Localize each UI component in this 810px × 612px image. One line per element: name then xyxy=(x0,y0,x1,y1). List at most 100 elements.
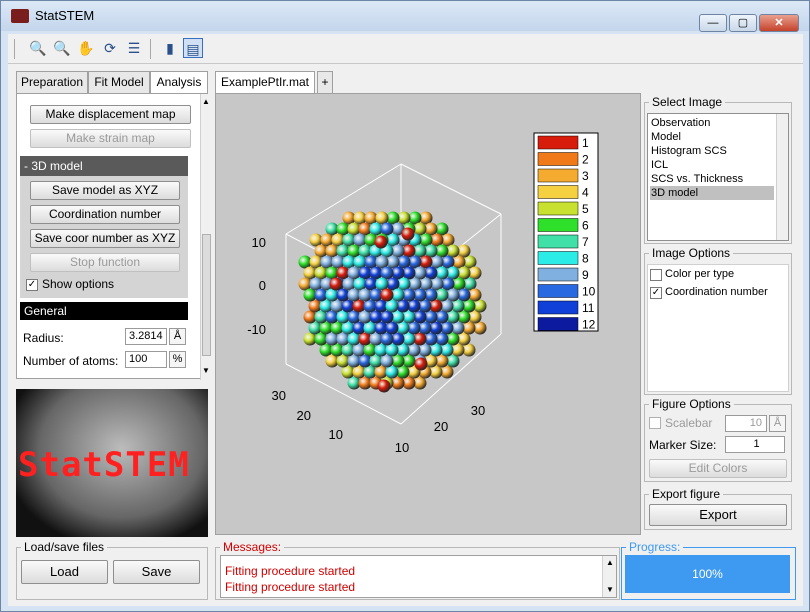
select-image-item[interactable]: ICL xyxy=(651,159,669,171)
analysis-scrollbar[interactable]: ▲ ▼ xyxy=(200,94,212,380)
number-of-atoms-input[interactable]: 100 xyxy=(125,351,167,368)
select-image-item[interactable]: 3D model xyxy=(650,186,774,200)
colorbar-label: 1 xyxy=(582,136,589,150)
figure-options-title: Figure Options xyxy=(649,397,734,411)
atom-marker xyxy=(375,277,389,291)
atom-marker xyxy=(303,288,317,302)
tab-analysis[interactable]: Analysis xyxy=(150,71,208,94)
atom-marker xyxy=(408,255,422,269)
3d-model-group-header[interactable]: - 3D model xyxy=(20,156,188,176)
maximize-button[interactable]: ▢ xyxy=(729,14,757,32)
atom-marker xyxy=(396,299,410,313)
atom-marker xyxy=(330,299,344,313)
atom-marker xyxy=(347,266,361,280)
add-tab-button[interactable]: + xyxy=(317,71,333,93)
make-strain-map-button[interactable]: Make strain map xyxy=(30,129,191,148)
scalebar-input[interactable]: 10 xyxy=(725,415,767,432)
messages-scrollbar[interactable]: ▲ ▼ xyxy=(602,556,616,597)
atom-marker xyxy=(402,244,416,258)
atom-marker xyxy=(352,365,366,379)
atom-marker xyxy=(424,266,438,280)
atom-marker xyxy=(468,288,482,302)
data-cursor-icon[interactable]: ☰ xyxy=(127,40,141,56)
atom-marker xyxy=(358,332,372,346)
select-image-item[interactable]: Model xyxy=(651,131,681,143)
atom-marker xyxy=(364,211,378,225)
colorbar-label: 2 xyxy=(582,153,589,167)
atom-marker xyxy=(336,288,350,302)
atom-marker xyxy=(377,379,391,393)
rotate-3d-icon[interactable]: ⟳ xyxy=(104,40,116,56)
pan-icon[interactable]: ✋ xyxy=(77,40,95,56)
atom-marker xyxy=(391,310,405,324)
select-image-scrollbar[interactable] xyxy=(776,114,788,240)
save-button[interactable]: Save xyxy=(113,560,200,584)
tab-fit-model[interactable]: Fit Model xyxy=(88,71,150,93)
edit-colors-button[interactable]: Edit Colors xyxy=(649,459,787,478)
tab-example-file[interactable]: ExamplePtIr.mat xyxy=(215,71,315,94)
export-button[interactable]: Export xyxy=(649,504,787,526)
title-bar: StatSTEM — ▢ ✕ xyxy=(1,1,809,32)
tab-preparation[interactable]: Preparation xyxy=(16,71,88,93)
colorbar-label: 10 xyxy=(582,285,596,299)
atom-marker xyxy=(325,354,339,368)
load-button[interactable]: Load xyxy=(21,560,108,584)
scroll-thumb[interactable] xyxy=(202,234,211,356)
stop-function-button[interactable]: Stop function xyxy=(30,253,180,272)
save-model-xyz-button[interactable]: Save model as XYZ xyxy=(30,181,180,200)
atom-marker xyxy=(363,365,377,379)
colorbar-icon[interactable]: ▮ xyxy=(166,40,174,56)
atom-marker xyxy=(419,277,433,291)
colorbar-label: 8 xyxy=(582,252,589,266)
atom-marker xyxy=(452,277,466,291)
make-displacement-map-button[interactable]: Make displacement map xyxy=(30,105,191,124)
atom-marker xyxy=(401,227,415,241)
color-per-type-label: Color per type xyxy=(665,268,735,280)
atom-marker xyxy=(386,277,400,291)
atom-marker xyxy=(419,255,433,269)
close-button[interactable]: ✕ xyxy=(759,14,799,32)
select-image-item[interactable]: SCS vs. Thickness xyxy=(651,173,744,185)
coordination-number-button[interactable]: Coordination number xyxy=(30,205,180,224)
atom-marker xyxy=(325,310,339,324)
scroll-up-icon[interactable]: ▲ xyxy=(606,558,614,567)
marker-size-input[interactable]: 1 xyxy=(725,436,785,453)
minimize-button[interactable]: — xyxy=(699,14,727,32)
radius-input[interactable]: 3.2814 xyxy=(125,328,167,345)
atom-marker xyxy=(413,376,427,390)
atom-marker xyxy=(336,244,350,258)
atom-marker xyxy=(424,222,438,236)
atom-marker xyxy=(342,233,356,247)
show-options-checkbox[interactable]: ✓ xyxy=(26,279,38,291)
scalebar-checkbox[interactable] xyxy=(649,417,661,429)
atom-marker xyxy=(352,343,366,357)
atom-marker xyxy=(347,354,361,368)
coordination-number-checkbox[interactable]: ✓ xyxy=(650,287,662,299)
atom-marker xyxy=(408,211,422,225)
show-options-label: Show options xyxy=(42,277,115,291)
colorbar-swatch xyxy=(537,251,579,265)
scroll-down-icon[interactable]: ▼ xyxy=(606,585,614,594)
scroll-up-icon[interactable]: ▲ xyxy=(202,97,210,106)
atom-marker xyxy=(309,233,323,247)
scroll-down-icon[interactable]: ▼ xyxy=(202,366,210,375)
atom-marker xyxy=(374,343,388,357)
load-save-group: Load/save files Load Save xyxy=(16,540,208,600)
logo-text: StatSTEM xyxy=(18,445,190,485)
colorbar-label: 11 xyxy=(582,301,595,315)
atom-marker xyxy=(430,233,444,247)
atom-marker xyxy=(385,365,399,379)
plot-area: 10 0 -10 30 20 10 10 20 30 1 2 3 4 5 6 7 8 9 10 11 12 xyxy=(215,93,641,535)
colorbar-swatch xyxy=(537,284,579,298)
zoom-in-icon[interactable]: 🔍 xyxy=(29,40,47,56)
select-image-item[interactable]: Observation xyxy=(651,117,711,129)
save-coor-xyz-button[interactable]: Save coor number as XYZ xyxy=(30,229,180,248)
colorbar-swatch xyxy=(537,185,579,199)
select-image-list[interactable]: Observation Model Histogram SCS ICL SCS vs. … xyxy=(647,113,789,241)
color-per-type-checkbox[interactable] xyxy=(650,269,662,281)
legend-icon[interactable]: ▤ xyxy=(183,38,203,58)
zoom-out-icon[interactable]: 🔍 xyxy=(53,40,71,56)
colorbar-label: 4 xyxy=(582,186,589,200)
select-image-item[interactable]: Histogram SCS xyxy=(651,145,727,157)
